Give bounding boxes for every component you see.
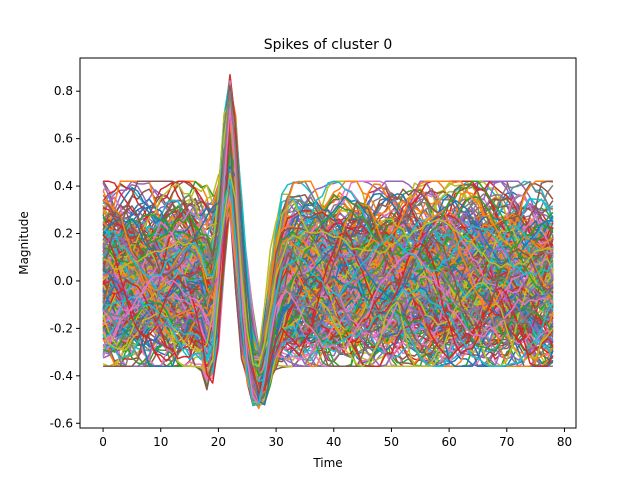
y-tick-label: 0.8 bbox=[54, 84, 73, 98]
y-tick-label: 0.2 bbox=[54, 227, 73, 241]
x-axis-label: Time bbox=[312, 456, 342, 470]
y-tick-label: -0.6 bbox=[50, 416, 73, 430]
x-tick-label: 50 bbox=[384, 435, 399, 449]
spike-trace bbox=[102, 80, 553, 361]
y-tick-label: 0.6 bbox=[54, 132, 73, 146]
x-tick-label: 70 bbox=[499, 435, 514, 449]
spike-trace bbox=[102, 108, 554, 394]
x-tick-label: 80 bbox=[557, 435, 572, 449]
y-tick-label: 0.0 bbox=[54, 274, 73, 288]
spike-trace bbox=[102, 170, 554, 406]
chart-title: Spikes of cluster 0 bbox=[264, 37, 393, 53]
x-tick-label: 60 bbox=[441, 435, 456, 449]
spike-trace bbox=[102, 150, 553, 368]
spike-trace bbox=[102, 121, 554, 409]
spike-trace bbox=[102, 126, 554, 372]
spike-trace bbox=[102, 107, 554, 405]
spike-trace bbox=[102, 188, 553, 353]
spike-trace bbox=[102, 90, 554, 372]
spike-trace bbox=[102, 137, 554, 393]
spike-trace bbox=[102, 93, 554, 368]
spike-trace bbox=[102, 172, 554, 368]
spike-trace bbox=[102, 165, 553, 406]
plot-frame bbox=[79, 57, 577, 429]
y-axis-label: Magnitude bbox=[17, 211, 31, 275]
spike-trace bbox=[102, 133, 554, 385]
spike-trace bbox=[102, 178, 554, 406]
y-tick-label: 0.4 bbox=[54, 179, 73, 193]
spike-trace bbox=[102, 103, 554, 395]
x-tick-label: 0 bbox=[99, 435, 107, 449]
spike-trace bbox=[102, 163, 554, 367]
spike-trace bbox=[102, 195, 554, 381]
spike-traces bbox=[102, 74, 554, 410]
y-tick-label: -0.2 bbox=[50, 321, 73, 335]
x-tick-label: 30 bbox=[268, 435, 283, 449]
y-tick-label: -0.4 bbox=[50, 369, 73, 383]
x-tick-label: 40 bbox=[326, 435, 341, 449]
x-tick-label: 10 bbox=[153, 435, 168, 449]
spike-trace bbox=[102, 132, 554, 379]
spike-trace bbox=[102, 150, 554, 377]
y-axis-ticks: -0.6 -0.4 -0.2 0.0 0.2 0.4 0.6 0.8 bbox=[50, 84, 80, 430]
x-tick-label: 20 bbox=[211, 435, 226, 449]
spike-trace bbox=[102, 85, 554, 352]
x-axis-ticks: 0 10 20 30 40 50 60 70 80 bbox=[99, 428, 572, 449]
spike-trace bbox=[102, 151, 554, 383]
